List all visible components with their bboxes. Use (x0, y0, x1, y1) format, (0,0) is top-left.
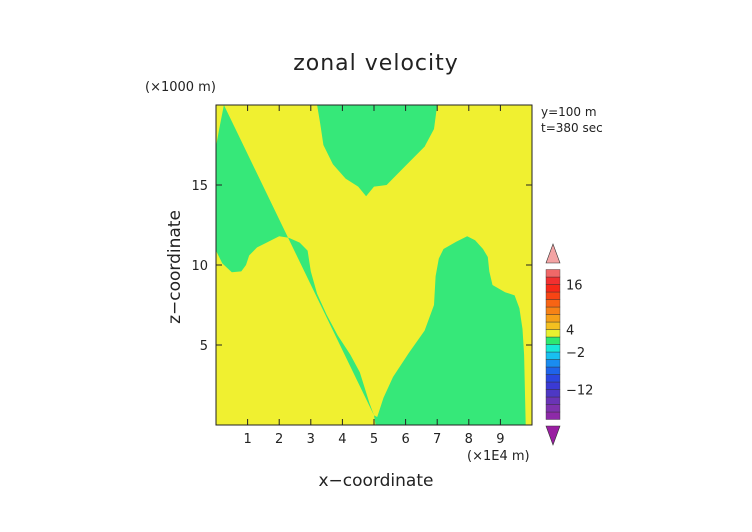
colorbar-level (545, 336, 561, 345)
contour-region-3 (374, 105, 438, 187)
x-tick-label: 6 (401, 432, 409, 447)
x-tick-label: 9 (496, 432, 504, 447)
colorbar-level (545, 404, 561, 413)
x-unit-label: (×1E4 m) (467, 449, 530, 464)
contour-region-1 (216, 105, 374, 416)
y-tick-label: 5 (200, 339, 208, 354)
annotation-t: t=380 sec (541, 121, 603, 135)
chart-title: zonal velocity (293, 51, 459, 76)
colorbar-level (545, 329, 561, 338)
colorbar-level (545, 291, 561, 300)
x-tick-label: 5 (370, 432, 378, 447)
colorbar-level (545, 396, 561, 405)
colorbar (545, 243, 561, 446)
x-tick-label: 3 (307, 432, 315, 447)
colorbar-level (545, 299, 561, 308)
contour-region-2 (374, 236, 526, 425)
colorbar-level (545, 366, 561, 375)
colorbar-max-extend (545, 243, 561, 264)
colorbar-level (545, 389, 561, 398)
colorbar-level (545, 344, 561, 353)
colorbar-level (545, 321, 561, 330)
y-axis-ticks: 5 10 15 (191, 179, 532, 354)
colorbar-level (545, 351, 561, 360)
colorbar-tick-label: −12 (566, 384, 593, 399)
colorbar-tick-label: 4 (566, 324, 574, 339)
colorbar-level (545, 411, 561, 420)
contour-regions (216, 105, 526, 425)
x-tick-label: 2 (275, 432, 283, 447)
y-unit-label: (×1000 m) (145, 80, 216, 95)
x-axis-ticks: 1 2 3 4 5 6 7 8 9 (243, 105, 505, 447)
colorbar-level (545, 314, 561, 323)
colorbar-level (545, 284, 561, 293)
colorbar-tick-label: 16 (566, 279, 583, 294)
colorbar-level (545, 381, 561, 390)
annotation-y: y=100 m (541, 105, 597, 119)
colorbar-level (545, 374, 561, 383)
colorbar-tick-label: −2 (566, 346, 585, 361)
y-axis-label: z−coordinate (165, 210, 185, 324)
y-tick-label: 15 (191, 179, 208, 194)
colorbar-tick-labels: 16 4 −2 −12 (566, 279, 593, 399)
x-axis-label: x−coordinate (319, 471, 434, 491)
x-tick-label: 7 (433, 432, 441, 447)
y-tick-label: 10 (191, 259, 208, 274)
x-tick-label: 1 (243, 432, 251, 447)
colorbar-level (545, 276, 561, 285)
colorbar-level (545, 269, 561, 278)
contour-plot-area (215, 104, 533, 426)
x-tick-label: 8 (465, 432, 473, 447)
x-tick-label: 4 (338, 432, 346, 447)
colorbar-level (545, 359, 561, 368)
colorbar-min-extend (545, 425, 561, 446)
colorbar-level (545, 306, 561, 315)
